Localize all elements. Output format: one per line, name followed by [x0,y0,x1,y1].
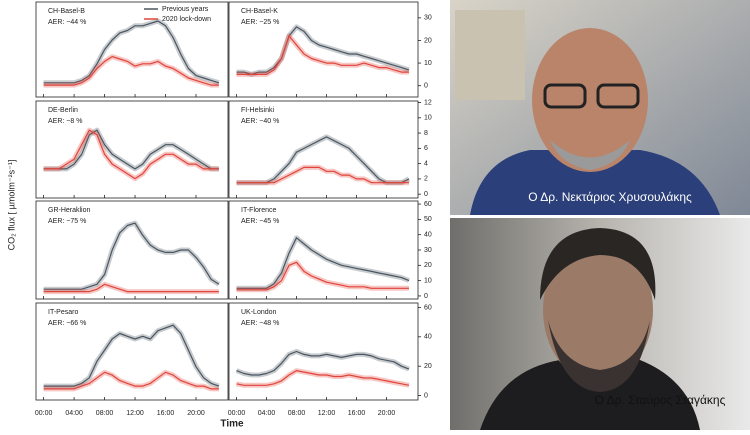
panel-subtitle: AER: −48 % [241,320,279,327]
photo-2 [450,218,750,430]
x-tick-label: 04:00 [65,410,83,417]
panel-title: IT-Pesaro [48,309,78,316]
x-tick-label: 08:00 [96,410,114,417]
panel-title: CH-Basel-K [241,8,278,15]
panel-subtitle: AER: −75 % [48,218,86,225]
panel-title: DE-Berlin [48,107,78,114]
panel: 0 10 20 30 CH-Basel-K AER: −25 % [228,1,432,98]
y-tick-label: 0 [424,83,428,90]
panel-frame [35,302,229,401]
series-line [43,129,219,180]
x-tick-label: 00:00 [35,410,53,417]
y-tick-label: 10 [424,60,432,67]
y-tick-label: 6 [424,145,428,152]
panel: DE-Berlin AER: −8 % [35,100,229,199]
y-tick-label: 30 [424,247,432,254]
series-line [43,20,220,84]
series-line [43,324,220,387]
y-tick-label: 60 [424,304,432,311]
panel-frame [228,100,419,199]
x-tick-label: 12:00 [318,410,336,417]
panel: CH-Basel-B AER: −44 % Previous years 2020 l… [35,1,229,98]
series-line [236,261,409,291]
series-line [43,222,220,290]
panel-subtitle: AER: −25 % [241,19,279,26]
y-tick-label: 60 [424,201,432,208]
series-line [43,129,219,170]
x-axis-label: Time [220,419,244,430]
panel-frame [35,200,229,300]
chart-background [0,0,430,430]
series-line [43,56,219,86]
photo-caption: Ο Δρ. Σταύρος Σταγάκης [595,393,726,407]
x-tick-label: 04:00 [258,410,276,417]
panel-frame [228,1,419,98]
panel-subtitle: AER: −8 % [48,118,82,125]
panel-title: CH-Basel-B [48,8,85,15]
series-line [236,370,410,386]
panel: GR-Heraklion AER: −75 % [35,200,229,300]
y-tick-label: 20 [424,262,432,269]
panel-frame [228,302,419,401]
panel-subtitle: AER: −45 % [241,218,279,225]
panel-title: FI-Helsinki [241,107,275,114]
series-line [236,26,410,75]
y-tick-label: 0 [424,293,428,300]
panel-title: GR-Heraklion [48,207,91,214]
panel: 00:00 04:00 08:00 12:00 16:00 20:00 0 20 40 60 UK-… [228,302,432,417]
y-tick-label: 40 [424,334,432,341]
y-tick-label: 8 [424,130,428,137]
photo-1 [450,0,750,215]
series-line [236,166,409,184]
y-tick-label: 50 [424,216,432,223]
photo-caption: Ο Δρ. Νεκτάριος Χρυσουλάκης [528,190,692,204]
x-tick-label: 20:00 [187,410,205,417]
y-tick-label: 0 [424,392,428,399]
y-tick-label: 0 [424,191,428,198]
x-tick-label: 20:00 [378,410,396,417]
y-tick-label: 20 [424,363,432,370]
series-line [236,350,410,376]
panel-subtitle: AER: −44 % [48,19,86,26]
x-tick-label: 16:00 [157,410,175,417]
series-line [43,371,219,390]
panel-title: UK-London [241,309,277,316]
x-tick-label: 16:00 [348,410,366,417]
y-tick-label: 4 [424,160,428,167]
legend-label: 2020 lock-down [162,16,211,23]
panel: 0 2 4 6 8 10 12 FI-Helsinki AER: −40 % [228,99,432,199]
y-tick-label: 20 [424,37,432,44]
legend-label: Previous years [162,6,209,13]
panel: 0 10 20 30 40 50 60 IT-Florence AER: −45 % [228,200,432,300]
y-tick-label: 10 [424,277,432,284]
panel-frame [35,1,229,98]
y-tick-label: 40 [424,232,432,239]
series-line [43,283,219,293]
panel-frame [35,100,229,199]
panel-subtitle: AER: −66 % [48,320,86,327]
y-axis-label: CO₂ flux [ µmolm⁻²s⁻¹] [6,160,16,251]
x-tick-label: 00:00 [228,410,246,417]
x-tick-label: 08:00 [288,410,306,417]
y-tick-label: 10 [424,115,432,122]
panel-title: IT-Florence [241,207,277,214]
y-tick-label: 12 [424,99,432,106]
series-line [236,35,409,75]
panel-subtitle: AER: −40 % [241,118,279,125]
x-tick-label: 12:00 [126,410,144,417]
panel: 00:00 04:00 08:00 12:00 16:00 20:00 IT-Pesaro A… [35,302,229,417]
series-line [236,237,410,289]
y-tick-label: 30 [424,15,432,22]
y-tick-label: 2 [424,176,428,183]
